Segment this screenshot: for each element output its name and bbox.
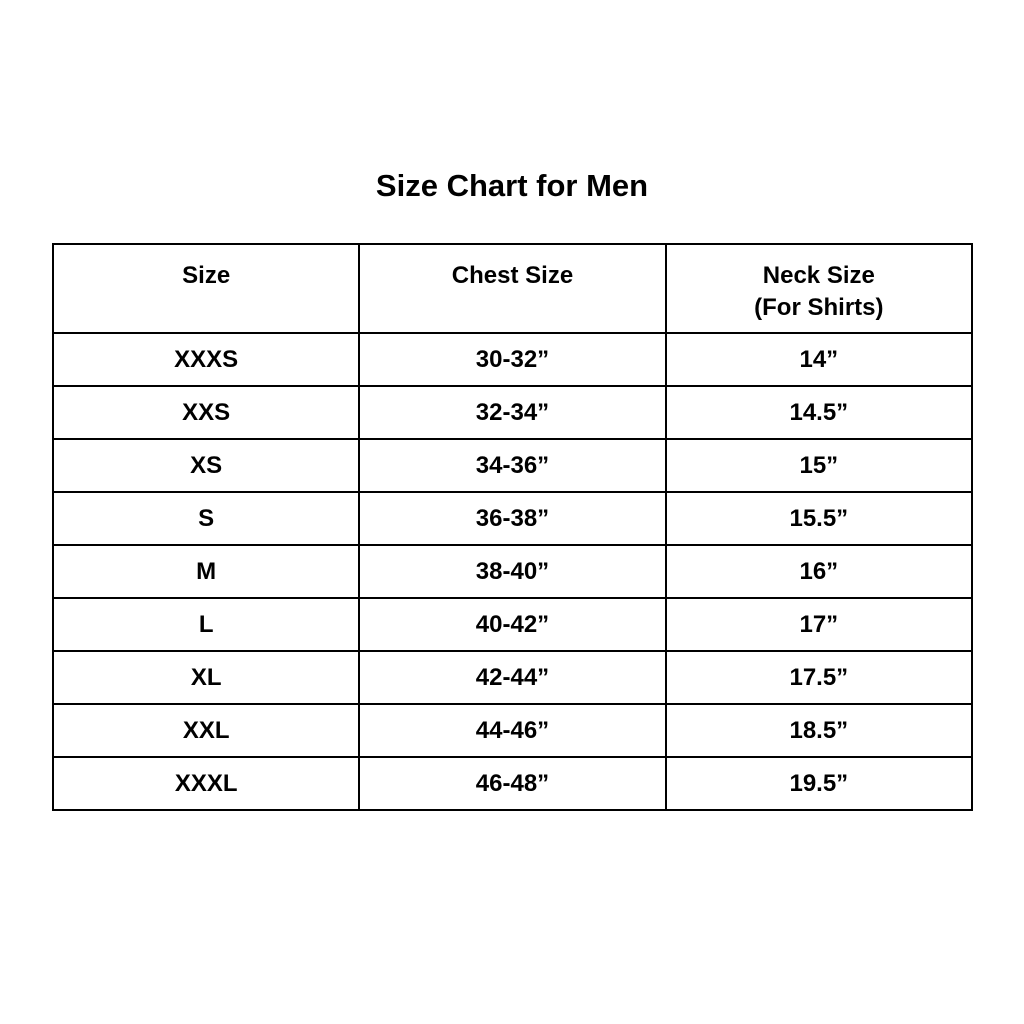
- cell-chest: 34-36”: [358, 438, 667, 493]
- cell-neck: 17”: [664, 597, 974, 652]
- cell-neck: 18.5”: [664, 703, 974, 758]
- table-row: XL 42-44” 17.5”: [51, 650, 974, 705]
- table-row: XXL 44-46” 18.5”: [51, 703, 974, 758]
- size-chart-table: Size Chest Size Neck Size (For Shirts) X…: [51, 243, 974, 811]
- header-neck-label: Neck Size: [762, 262, 875, 289]
- cell-size: L: [51, 597, 361, 652]
- cell-size: XXL: [51, 703, 361, 758]
- cell-neck: 15.5”: [664, 491, 974, 546]
- cell-chest: 36-38”: [358, 491, 667, 546]
- cell-neck: 15”: [664, 438, 974, 493]
- cell-size: XL: [51, 650, 361, 705]
- table-row: XS 34-36” 15”: [51, 438, 974, 493]
- cell-chest: 40-42”: [358, 597, 667, 652]
- table-row: XXXS 30-32” 14”: [51, 332, 974, 387]
- cell-size: S: [51, 491, 361, 546]
- header-neck-size: Neck Size (For Shirts): [664, 243, 974, 334]
- header-row: Size Chest Size Neck Size (For Shirts): [51, 243, 974, 334]
- table-row: L 40-42” 17”: [51, 597, 974, 652]
- cell-chest: 38-40”: [358, 544, 667, 599]
- cell-size: M: [51, 544, 361, 599]
- header-size: Size: [51, 243, 361, 334]
- cell-size: XS: [51, 438, 361, 493]
- cell-size: XXXS: [51, 332, 361, 387]
- cell-size: XXS: [51, 385, 361, 440]
- cell-neck: 19.5”: [664, 756, 974, 811]
- table-row: S 36-38” 15.5”: [51, 491, 974, 546]
- page-title: Size Chart for Men: [375, 168, 649, 203]
- cell-neck: 14”: [664, 332, 974, 387]
- cell-size: XXXL: [51, 756, 361, 811]
- header-neck-sublabel: (For Shirts): [754, 294, 884, 321]
- table-row: M 38-40” 16”: [51, 544, 974, 599]
- table-row: XXS 32-34” 14.5”: [51, 385, 974, 440]
- cell-neck: 16”: [664, 544, 974, 599]
- cell-neck: 14.5”: [664, 385, 974, 440]
- cell-chest: 44-46”: [358, 703, 667, 758]
- cell-neck: 17.5”: [664, 650, 974, 705]
- cell-chest: 42-44”: [358, 650, 667, 705]
- cell-chest: 32-34”: [358, 385, 667, 440]
- table-row: XXXL 46-48” 19.5”: [51, 756, 974, 811]
- cell-chest: 46-48”: [358, 756, 667, 811]
- header-chest-size: Chest Size: [358, 243, 667, 334]
- cell-chest: 30-32”: [358, 332, 667, 387]
